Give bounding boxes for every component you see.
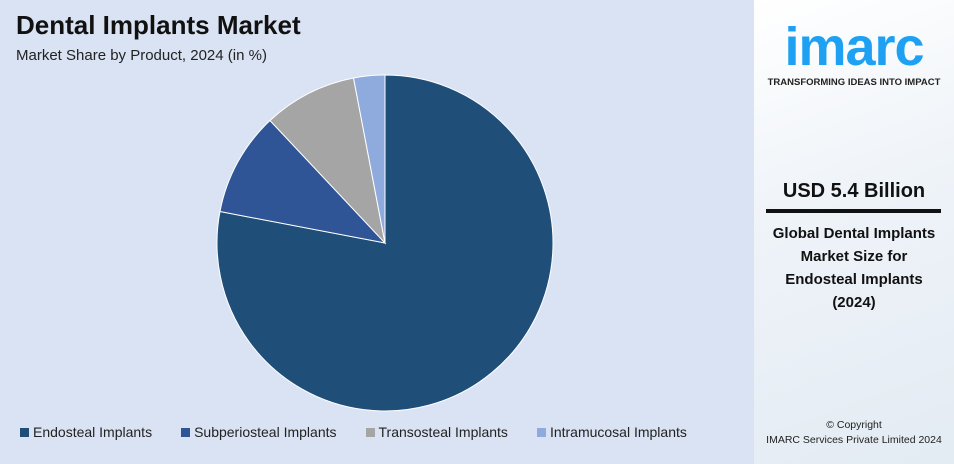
description-line: Market Size for: [800, 248, 908, 265]
description-line: Global Dental Implants: [772, 225, 936, 242]
legend-label: Endosteal Implants: [33, 424, 153, 440]
legend-item: Subperiosteal Implants: [181, 424, 337, 440]
info-panel: imarc TRANSFORMING IDEAS INTO IMPACT USD…: [754, 0, 954, 464]
legend-label: Subperiosteal Implants: [194, 424, 337, 440]
legend-item: Transosteal Implants: [365, 424, 508, 440]
pie-slice-intramucosal-implants: [352, 74, 386, 244]
divider: [766, 209, 941, 213]
chart-panel: Dental Implants Market Market Share by P…: [0, 0, 754, 464]
chart-title: Dental Implants Market: [16, 10, 301, 40]
copyright-company: IMARC Services Private Limited 2024: [766, 434, 942, 446]
imarc-logo: imarc: [784, 17, 924, 77]
chart-subtitle: Market Share by Product, 2024 (in %): [16, 47, 267, 64]
tagline: TRANSFORMING IDEAS INTO IMPACT: [767, 77, 941, 88]
legend-swatch: [20, 427, 29, 437]
description-line: (2024): [832, 294, 876, 311]
legend-swatch: [181, 427, 191, 437]
legend-label: Transosteal Implants: [378, 424, 508, 440]
market-value: USD 5.4 Billion: [782, 180, 926, 202]
pie-slice-transosteal-implants: [269, 77, 386, 245]
legend: Endosteal Implants Subperiosteal Implants…: [20, 424, 716, 440]
copyright-label: © Copyright: [826, 419, 882, 431]
copyright: © Copyright IMARC Services Private Limit…: [754, 418, 954, 448]
pie-chart: [216, 74, 554, 412]
legend-swatch: [536, 427, 546, 437]
market-description: Global Dental Implants Market Size for E…: [754, 222, 954, 314]
legend-swatch: [365, 427, 375, 437]
legend-item: Intramucosal Implants: [536, 424, 687, 440]
pie-slice-endosteal-implants: [216, 74, 554, 412]
legend-label: Intramucosal Implants: [549, 424, 687, 440]
pie-slice-subperiosteal-implants: [219, 119, 387, 244]
legend-item: Endosteal Implants: [20, 424, 152, 440]
description-line: Endosteal Implants: [785, 271, 923, 288]
